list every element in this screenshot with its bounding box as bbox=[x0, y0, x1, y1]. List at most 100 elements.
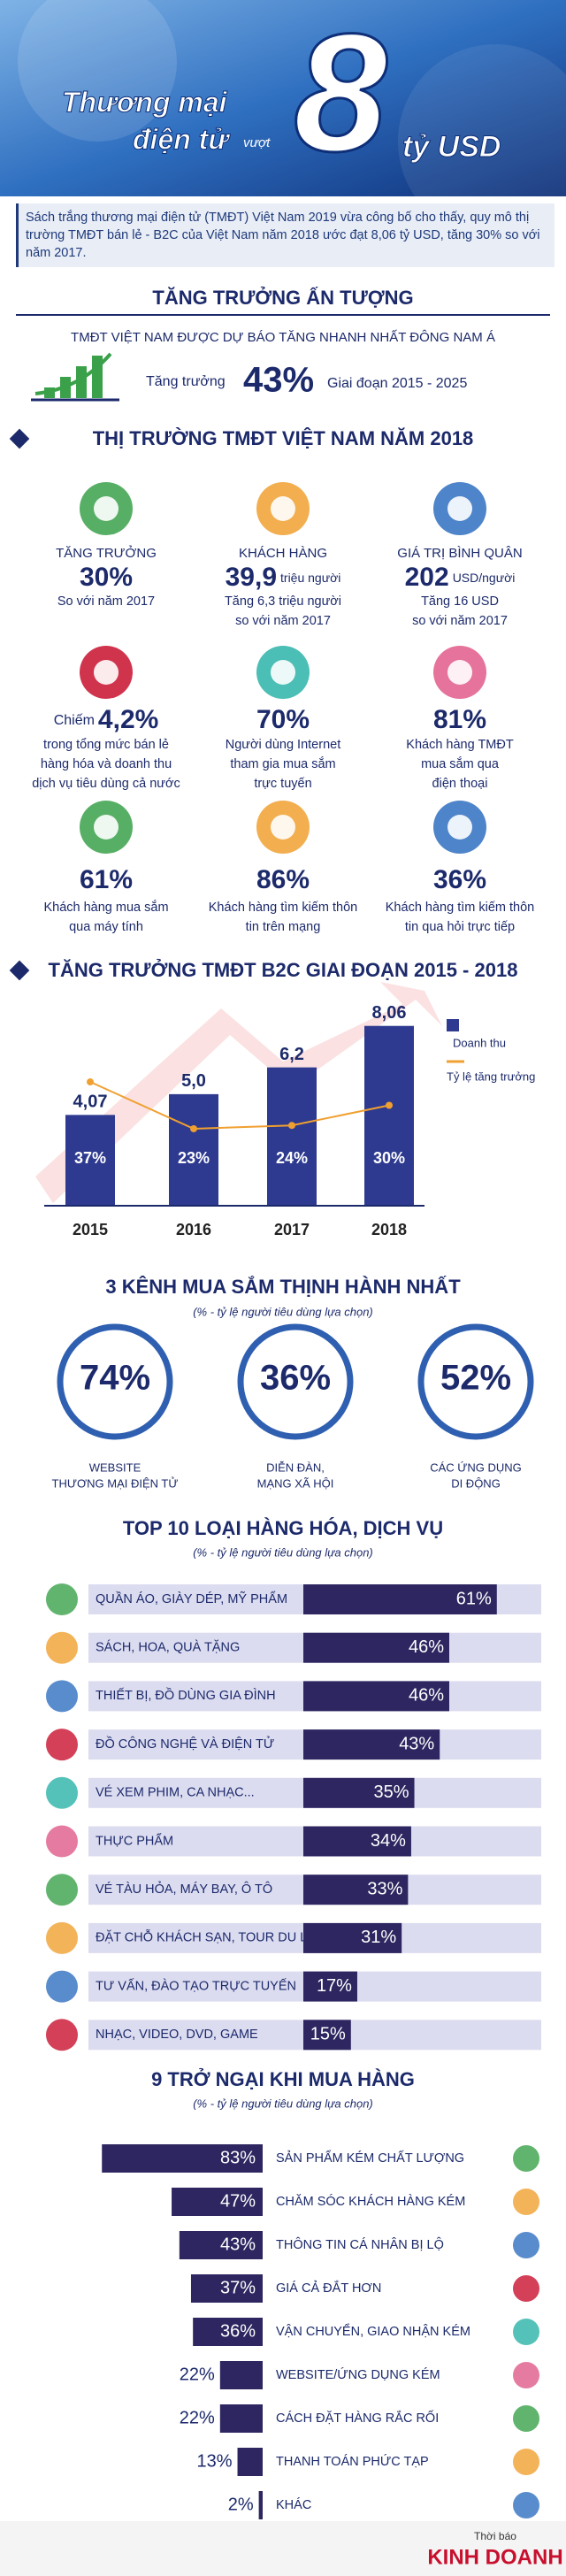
chart-title: TOP 10 LOẠI HÀNG HÓA, DỊCH VỤ bbox=[123, 1517, 443, 1539]
bar bbox=[172, 2188, 263, 2216]
growth-value-label: 24% bbox=[276, 1149, 308, 1167]
growth-label: Tăng trưởng bbox=[146, 374, 226, 389]
row-icon bbox=[46, 1874, 78, 1906]
category-label: VẬN CHUYỂN, GIAO NHẬN KÉM bbox=[276, 2323, 470, 2339]
category-label: CHĂM SÓC KHÁCH HÀNG KÉM bbox=[276, 2194, 465, 2209]
growth-subtitle: TMĐT VIỆT NAM ĐƯỢC DỰ BÁO TĂNG NHANH NHẤ… bbox=[71, 330, 495, 345]
bar-value-label: 43% bbox=[220, 2235, 256, 2254]
chart-subtitle: (% - tỷ lệ người tiêu dùng lựa chọn) bbox=[193, 2097, 373, 2110]
category-label: THANH TOÁN PHỨC TẠP bbox=[276, 2454, 429, 2469]
category-label: SÁCH, HOA, QUÀ TẶNG bbox=[96, 1640, 240, 1655]
category-label: ĐỒ CÔNG NGHỆ VÀ ĐIỆN TỬ bbox=[96, 1736, 274, 1752]
bar-value-label: 47% bbox=[220, 2191, 256, 2211]
row-icon bbox=[513, 2405, 539, 2432]
category-label: VÉ TÀU HỎA, MÁY BAY, Ô TÔ bbox=[96, 1881, 272, 1897]
row-icon bbox=[513, 2232, 539, 2258]
stat-value: 202 bbox=[405, 563, 449, 592]
stat-icon bbox=[94, 496, 119, 521]
bar bbox=[193, 2318, 263, 2346]
title-part: Thương mại bbox=[62, 86, 228, 118]
growth-value-label: 23% bbox=[178, 1149, 210, 1167]
bar-value-label: 36% bbox=[220, 2321, 256, 2341]
bar-value-label: 13% bbox=[196, 2451, 232, 2471]
channel-value: 52% bbox=[440, 1359, 511, 1398]
stat-value: 70% bbox=[256, 705, 310, 734]
bar bbox=[303, 1777, 415, 1808]
stat-note: trong tổng mức bán lẻ bbox=[43, 738, 169, 752]
heading-icon bbox=[9, 960, 30, 981]
stat-value: 36% bbox=[433, 865, 486, 894]
stat-value: 81% bbox=[433, 705, 486, 734]
bar-value-label: 2% bbox=[228, 2495, 254, 2514]
bar bbox=[364, 1025, 414, 1206]
bar bbox=[303, 1922, 402, 1953]
legend-label: Doanh thu bbox=[453, 1036, 506, 1049]
stat-value: 4,2% bbox=[98, 705, 158, 734]
stat-title: TĂNG TRƯỞNG bbox=[56, 545, 157, 561]
stat-note: Khách hàng tìm kiếm thôn bbox=[386, 901, 534, 915]
stat-value: 30% bbox=[80, 563, 133, 592]
stat-value: 61% bbox=[80, 865, 133, 894]
stat-note: trực tuyến bbox=[254, 777, 311, 791]
stat-value-line: 30% bbox=[80, 563, 133, 592]
row-icon bbox=[46, 1970, 78, 2003]
section-heading: TĂNG TRƯỞNG TMĐT B2C GIAI ĐOẠN 2015 - 20… bbox=[49, 959, 518, 981]
row-icon bbox=[513, 2319, 539, 2345]
stat-icon bbox=[94, 815, 119, 840]
category-label: THỰC PHẨM bbox=[96, 1832, 173, 1848]
title-number: 8 bbox=[294, 0, 387, 187]
stat-value-line: 70% bbox=[256, 705, 310, 734]
x-tick-label: 2016 bbox=[176, 1221, 211, 1238]
row-icon bbox=[46, 1825, 78, 1858]
stat-note: dịch vụ tiêu dùng cả nước bbox=[32, 777, 180, 791]
row-icon bbox=[46, 1583, 78, 1615]
title-part: vượt bbox=[243, 135, 271, 150]
stat-value-line: 202 USD/người bbox=[405, 563, 516, 592]
bar-value-label: 37% bbox=[220, 2278, 256, 2297]
stat-value-line: 81% bbox=[433, 705, 486, 734]
stat-icon bbox=[447, 660, 472, 685]
chart-decoration bbox=[35, 982, 442, 1203]
header-banner bbox=[0, 0, 566, 196]
row-icon bbox=[513, 2449, 539, 2475]
bar bbox=[237, 2448, 263, 2476]
stat-unit: triệu người bbox=[280, 571, 340, 585]
bar bbox=[303, 2020, 351, 2051]
bar-value-label: 15% bbox=[310, 2025, 346, 2044]
bar bbox=[190, 2274, 263, 2303]
growth-point bbox=[288, 1122, 295, 1130]
growth-point bbox=[386, 1101, 393, 1109]
stat-note: điện thoại bbox=[432, 777, 488, 791]
channel-value: 36% bbox=[260, 1359, 331, 1398]
bar bbox=[258, 2491, 263, 2519]
stat-note: mua sắm qua bbox=[421, 756, 500, 771]
stat-note: Khách hàng tìm kiếm thôn bbox=[209, 901, 357, 915]
bar bbox=[303, 1584, 497, 1614]
footer-band bbox=[0, 2521, 566, 2576]
category-label: THÔNG TIN CÁ NHÂN BỊ LỘ bbox=[276, 2237, 444, 2252]
channel-label: DI ĐỘNG bbox=[451, 1476, 501, 1490]
channel-ring bbox=[57, 1323, 173, 1440]
stat-value-line: 61% bbox=[80, 865, 133, 894]
header-glow bbox=[398, 44, 566, 239]
section-subtitle: (% - tỷ lệ người tiêu dùng lựa chọn) bbox=[193, 1305, 373, 1318]
category-label: CÁCH ĐẶT HÀNG RẮC RỐI bbox=[276, 2410, 439, 2426]
category-label: KHÁC bbox=[276, 2497, 311, 2512]
bar bbox=[303, 1632, 449, 1663]
row-icon bbox=[46, 1921, 78, 1954]
row-icon bbox=[513, 2189, 539, 2215]
growth-point bbox=[87, 1078, 94, 1086]
row-icon bbox=[46, 1631, 78, 1664]
stat-icon bbox=[271, 660, 295, 685]
title-part: điện tử bbox=[133, 123, 231, 155]
stat-prefix: Chiếm bbox=[54, 713, 95, 728]
growth-point bbox=[190, 1124, 197, 1132]
stat-note: Khách hàng mua sắm bbox=[43, 900, 168, 915]
bar-value-label: 46% bbox=[409, 1686, 444, 1706]
row-icon bbox=[46, 2019, 78, 2051]
stat-value: 86% bbox=[256, 865, 310, 894]
stat-note: qua máy tính bbox=[69, 920, 143, 934]
bar-value-label: 31% bbox=[361, 1928, 396, 1947]
